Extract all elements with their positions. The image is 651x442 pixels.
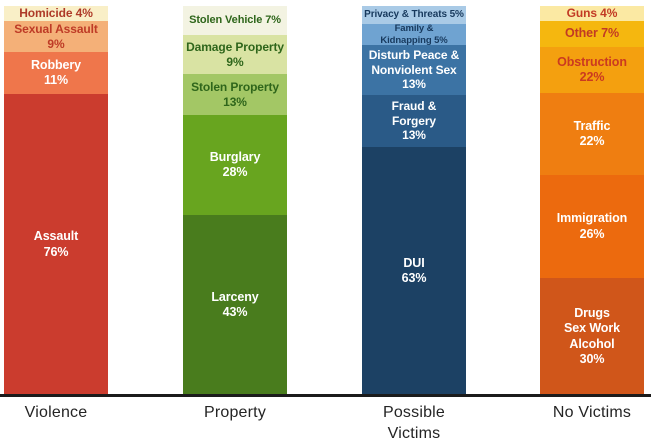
segment-traffic: Traffic 22%: [540, 93, 644, 175]
segment-assault: Assault 76%: [4, 94, 108, 395]
segment-label-line: Sexual Assault: [14, 21, 98, 36]
bar-property: Stolen Vehicle 7% Damage Property 9% Stolen…: [183, 6, 287, 395]
segment-obstruction: Obstruction 22%: [540, 47, 644, 93]
bar-no-victims: Guns 4% Other 7% Obstruction 22% Traffic 22% I…: [540, 6, 644, 395]
segment-label-line: Forgery: [392, 113, 436, 128]
segment-label-line: Robbery: [30, 57, 81, 72]
segment-family-kidnapping: Family & Kidnapping 5%: [362, 22, 466, 46]
segment-homicide: Homicide 4%: [4, 6, 108, 21]
segment-label-line: 43%: [222, 305, 248, 319]
segment-label-line: 13%: [402, 128, 426, 143]
segment-label-line: 22%: [579, 70, 605, 84]
segment-drugs-sex-work-alcohol: Drugs Sex Work Alcohol 30%: [540, 278, 644, 395]
segment-stolen-property: Stolen Property 13%: [183, 74, 287, 115]
segment-label-line: DUI: [403, 255, 425, 270]
segment-label-line: 28%: [222, 165, 248, 179]
category-label-line: Property: [203, 404, 267, 421]
segment-label-line: Damage Property: [186, 39, 284, 54]
segment-label-line: Family &: [394, 22, 434, 34]
category-label-property: Property: [153, 403, 317, 424]
segment-privacy-threats: Privacy & Threats 5%: [362, 6, 466, 24]
segment-robbery: Robbery 11%: [4, 52, 108, 94]
segment-label-line: Other 7%: [564, 26, 620, 41]
segment-label-line: 26%: [579, 226, 605, 241]
segment-label-line: Burglary: [209, 149, 261, 164]
segment-label-line: 9%: [226, 54, 244, 69]
segment-disturb-peace-nonviolent-sex: Disturb Peace & Nonviolent Sex 13%: [362, 45, 466, 95]
category-label-line: Possible: [382, 404, 446, 421]
category-label-violence: Violence: [0, 403, 138, 424]
segment-label-line: Sex Work: [564, 321, 620, 336]
category-label-line: Violence: [24, 404, 88, 421]
segment-larceny: Larceny 43%: [183, 215, 287, 395]
segment-dui: DUI 63%: [362, 147, 466, 395]
segment-label-line: Alcohol: [569, 336, 615, 351]
segment-sexual-assault: Sexual Assault 9%: [4, 21, 108, 52]
segment-label-line: 22%: [579, 134, 605, 148]
segment-label-line: Stolen Property: [191, 79, 279, 94]
segment-label-line: Kidnapping 5%: [380, 34, 448, 46]
segment-label-line: Larceny: [211, 289, 259, 304]
segment-label-line: Drugs: [574, 306, 610, 320]
segment-label-line: Homicide 4%: [19, 6, 93, 21]
segment-damage-property: Damage Property 9%: [183, 35, 287, 74]
segment-guns: Guns 4%: [540, 6, 644, 21]
segment-label-line: Stolen Vehicle 7%: [189, 13, 281, 26]
segment-fraud-forgery: Fraud & Forgery 13%: [362, 95, 466, 147]
segment-label-line: Fraud &: [391, 99, 437, 114]
segment-label-line: 63%: [401, 271, 427, 285]
category-label-no-victims: No Victims: [510, 403, 651, 424]
bar-possible-victims: Privacy & Threats 5% Family & Kidnapping 5…: [362, 6, 466, 395]
category-label-possible-victims: Possible Victims: [332, 403, 496, 442]
bar-violence: Homicide 4% Sexual Assault 9% Robbery 11% Ass…: [4, 6, 108, 395]
segment-label-line: Disturb Peace &: [368, 48, 460, 63]
segment-other: Other 7%: [540, 21, 644, 47]
segment-label-line: 30%: [579, 351, 605, 366]
segment-label-line: Obstruction: [557, 54, 627, 69]
segment-label-line: Assault: [33, 229, 79, 244]
segment-burglary: Burglary 28%: [183, 115, 287, 215]
segment-immigration: Immigration 26%: [540, 175, 644, 278]
segment-label-line: 9%: [47, 36, 65, 51]
category-label-line: Victims: [387, 424, 441, 442]
x-axis-line: [0, 394, 651, 397]
segment-label-line: 13%: [223, 94, 247, 109]
category-label-line: No Victims: [552, 404, 632, 421]
segment-label-line: Immigration: [556, 211, 628, 226]
segment-label-line: Guns 4%: [566, 6, 618, 21]
segment-label-line: 76%: [43, 244, 69, 259]
segment-label-line: 13%: [402, 77, 426, 92]
segment-label-line: 11%: [43, 73, 69, 87]
segment-label-line: Nonviolent Sex: [371, 62, 457, 77]
segment-stolen-vehicle: Stolen Vehicle 7%: [183, 6, 287, 35]
segment-label-line: Traffic: [573, 118, 611, 133]
segment-label-line: Privacy & Threats 5%: [364, 8, 464, 20]
